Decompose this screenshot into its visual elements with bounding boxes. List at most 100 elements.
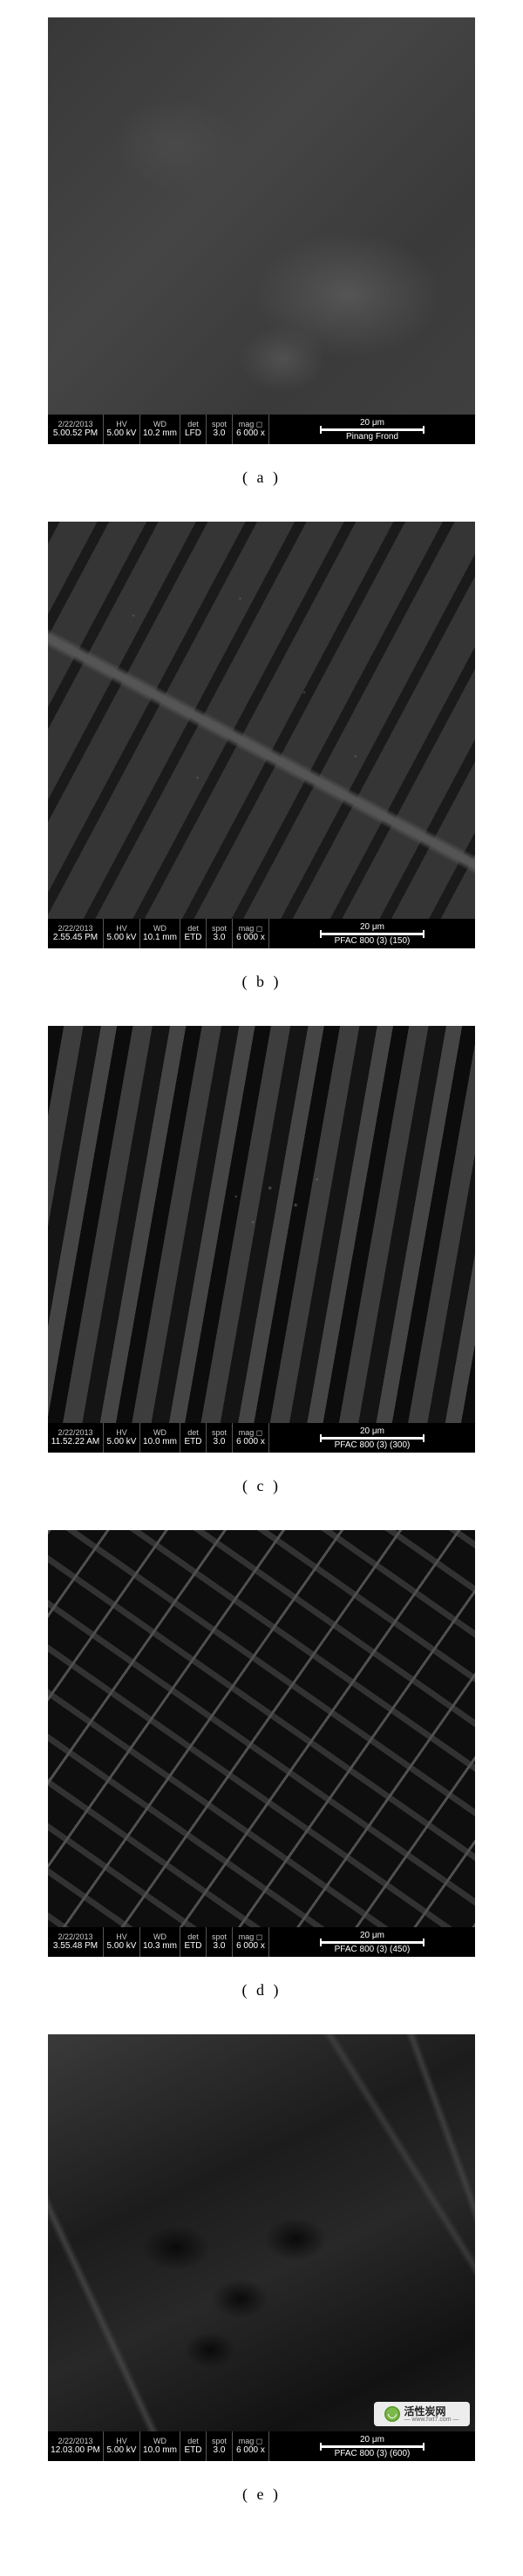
figure-d: 2/22/20133.55.48 PMHV5.00 kVWD10.3 mmdet… — [48, 1530, 475, 1999]
sem-micrograph-a: 2/22/20135.00.52 PMHV5.00 kVWD10.2 mmdet… — [48, 17, 475, 444]
mag-cell-header: mag ◻ — [239, 1933, 262, 1942]
det-cell-value: ETD — [185, 933, 202, 942]
det-cell-header: det — [187, 421, 199, 429]
wd-cell-value: 10.0 mm — [143, 2445, 177, 2455]
wd-cell-value: 10.2 mm — [143, 428, 177, 438]
scale-label: 20 μm — [360, 922, 384, 932]
det-cell-value: ETD — [185, 2445, 202, 2455]
hv-cell: HV5.00 kV — [104, 919, 140, 948]
spot-cell-value: 3.0 — [214, 428, 226, 438]
sem-texture — [48, 1026, 475, 1453]
scale-cell: 20 μm PFAC 800 (3) (300) — [269, 1423, 475, 1453]
det-cell-header: det — [187, 2438, 199, 2446]
det-cell: detLFD — [180, 415, 207, 444]
hv-cell-header: HV — [116, 2438, 127, 2446]
sem-micrograph-d: 2/22/20133.55.48 PMHV5.00 kVWD10.3 mmdet… — [48, 1530, 475, 1957]
sem-texture — [48, 2034, 475, 2461]
subfigure-caption-b: ( b ) — [242, 973, 282, 991]
scale-bar-icon — [320, 428, 425, 431]
date-cell-value: 12.03.00 PM — [51, 2445, 100, 2455]
mag-cell-value: 6 000 x — [236, 933, 265, 942]
sample-label: PFAC 800 (3) (450) — [335, 1945, 411, 1954]
watermark-text: 活性炭网— www.hxt7.com — — [404, 2406, 458, 2423]
date-cell: 2/22/20132.55.45 PM — [48, 919, 104, 948]
date-cell-value: 3.55.48 PM — [53, 1941, 98, 1951]
sem-micrograph-b: 2/22/20132.55.45 PMHV5.00 kVWD10.1 mmdet… — [48, 522, 475, 948]
scale-bar-icon — [320, 1437, 425, 1440]
date-cell: 2/22/201312.03.00 PM — [48, 2431, 104, 2461]
spot-cell: spot3.0 — [207, 2431, 233, 2461]
sample-label: PFAC 800 (3) (600) — [335, 2449, 411, 2458]
scale-cell: 20 μmPFAC 800 (3) (450) — [269, 1927, 475, 1957]
mag-cell-value: 6 000 x — [236, 1941, 265, 1951]
wd-cell-value: 10.0 mm — [143, 1437, 177, 1446]
mag-cell-value: 6 000 x — [236, 428, 265, 438]
spot-cell: spot3.0 — [207, 919, 233, 948]
date-cell-header: 2/22/2013 — [58, 421, 92, 429]
sem-info-bar: 2/22/20133.55.48 PMHV5.00 kVWD10.3 mmdet… — [48, 1927, 475, 1957]
spot-cell: spot3.0 — [207, 1423, 233, 1453]
sem-info-bar: 2/22/20132.55.45 PMHV5.00 kVWD10.1 mmdet… — [48, 919, 475, 948]
sem-micrograph-c: 2/22/201311.52.22 AMHV5.00 kVWD10.0 mmde… — [48, 1026, 475, 1453]
spot-cell: spot3.0 — [207, 415, 233, 444]
spot-cell-header: spot — [212, 2438, 227, 2446]
subfigure-caption-e: ( e ) — [242, 2485, 281, 2504]
spot-cell-header: spot — [212, 925, 227, 934]
sem-texture — [48, 522, 475, 948]
det-cell: detETD — [180, 1423, 207, 1453]
mag-cell-header: mag ◻ — [239, 925, 262, 934]
hv-cell-header: HV — [116, 925, 127, 934]
mag-cell: mag ◻6 000 x — [233, 2431, 269, 2461]
wd-cell: WD10.0 mm — [140, 1423, 180, 1453]
sem-info-bar: 2/22/201312.03.00 PMHV5.00 kVWD10.0 mmde… — [48, 2431, 475, 2461]
date-cell-value: 5.00.52 PM — [53, 428, 98, 438]
date-cell: 2/22/20133.55.48 PM — [48, 1927, 104, 1957]
date-cell: 2/22/201311.52.22 AM — [48, 1423, 104, 1453]
sem-micrograph-e: 活性炭网— www.hxt7.com — 2/22/201312.03.00 PM… — [48, 2034, 475, 2461]
sem-info-bar: 2/22/20135.00.52 PMHV5.00 kVWD10.2 mmdet… — [48, 415, 475, 444]
sem-texture — [48, 17, 475, 444]
wd-cell-header: WD — [153, 421, 166, 429]
figure-column: 2/22/20135.00.52 PMHV5.00 kVWD10.2 mmdet… — [48, 17, 475, 2539]
scale-label: 20 μm — [360, 2435, 384, 2445]
spot-cell-header: spot — [212, 421, 227, 429]
mag-cell-value: 6 000 x — [236, 1437, 265, 1446]
watermark: 活性炭网— www.hxt7.com — — [374, 2402, 470, 2426]
figure-c: 2/22/201311.52.22 AMHV5.00 kVWD10.0 mmde… — [48, 1026, 475, 1495]
hv-cell-header: HV — [116, 1429, 127, 1438]
scale-label: 20 μm — [360, 1426, 384, 1436]
date-cell: 2/22/20135.00.52 PM — [48, 415, 104, 444]
sample-label: PFAC 800 (3) (300) — [335, 1440, 411, 1450]
det-cell-value: LFD — [185, 428, 201, 438]
wd-cell: WD10.0 mm — [140, 2431, 180, 2461]
subfigure-caption-c: ( c ) — [242, 1477, 281, 1495]
sample-label: PFAC 800 (3) (150) — [335, 936, 411, 946]
date-cell-header: 2/22/2013 — [58, 2438, 92, 2446]
det-cell: detETD — [180, 2431, 207, 2461]
date-cell-value: 11.52.22 AM — [51, 1437, 99, 1446]
wd-cell-value: 10.3 mm — [143, 1941, 177, 1951]
mag-cell: mag ◻6 000 x — [233, 1927, 269, 1957]
det-cell-value: ETD — [185, 1437, 202, 1446]
det-cell: detETD — [180, 919, 207, 948]
hv-cell: HV5.00 kV — [104, 415, 140, 444]
spot-cell-value: 3.0 — [214, 1437, 226, 1446]
mag-cell: mag ◻6 000 x — [233, 415, 269, 444]
hv-cell-value: 5.00 kV — [107, 1437, 137, 1446]
det-cell-header: det — [187, 1429, 199, 1438]
spot-cell: spot3.0 — [207, 1927, 233, 1957]
hv-cell-value: 5.00 kV — [107, 1941, 137, 1951]
scale-bar-icon — [320, 1941, 425, 1944]
hv-cell-value: 5.00 kV — [107, 2445, 137, 2455]
det-cell-header: det — [187, 925, 199, 934]
spot-cell-value: 3.0 — [214, 2445, 226, 2455]
scale-cell: 20 μmPinang Frond — [269, 415, 475, 444]
wd-cell-header: WD — [153, 2438, 166, 2446]
hv-cell-header: HV — [116, 421, 127, 429]
hv-cell-value: 5.00 kV — [107, 933, 137, 942]
wd-cell-header: WD — [153, 1933, 166, 1942]
date-cell-value: 2.55.45 PM — [53, 933, 98, 942]
figure-e: 活性炭网— www.hxt7.com — 2/22/201312.03.00 PM… — [48, 2034, 475, 2504]
subfigure-caption-d: ( d ) — [242, 1981, 282, 1999]
mag-cell-value: 6 000 x — [236, 2445, 265, 2455]
